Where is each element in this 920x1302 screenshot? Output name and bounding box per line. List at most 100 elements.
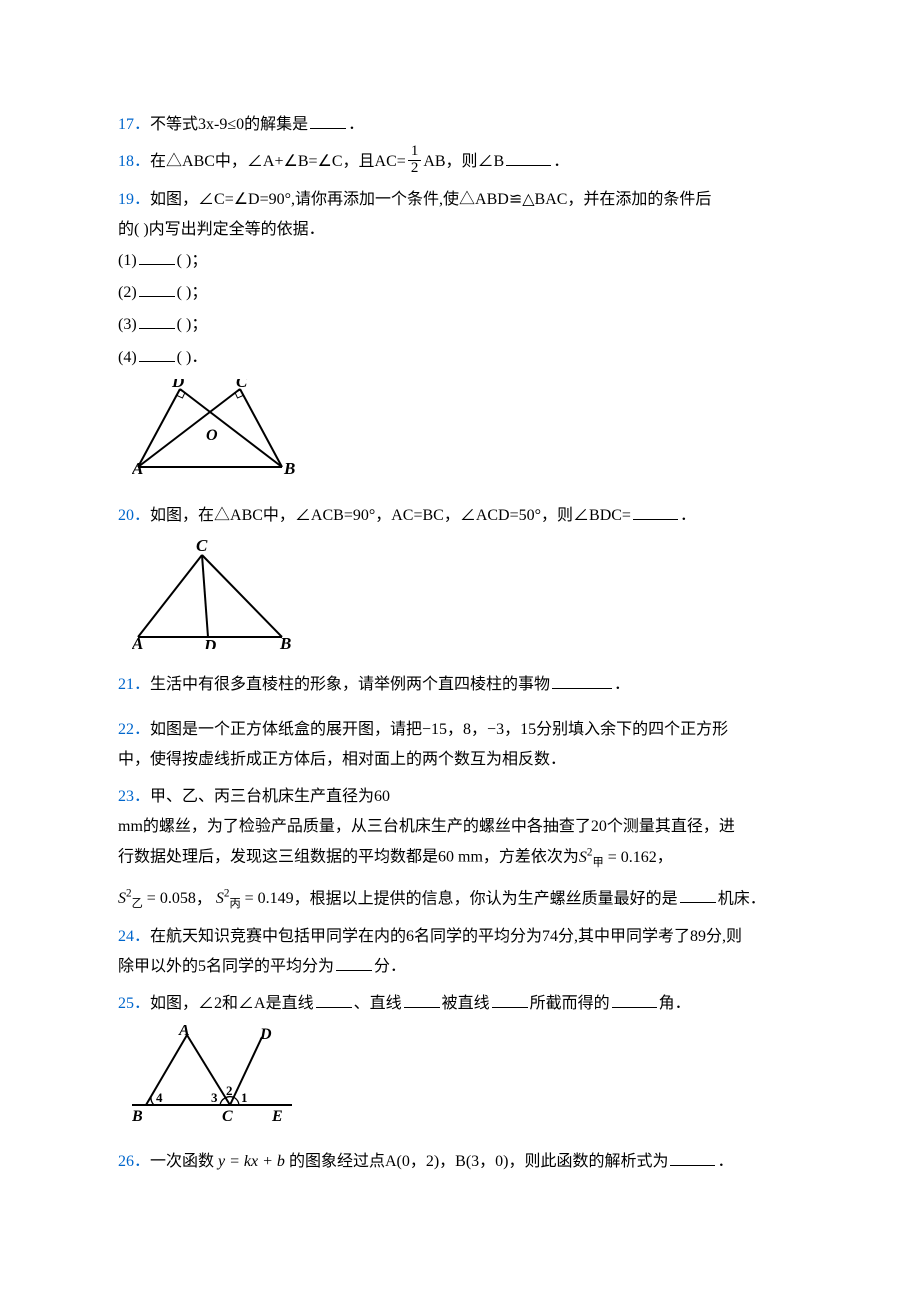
problem-text: 如图，∠2和∠A是直线 [150,995,314,1012]
formula-s: S [118,890,126,907]
subitem-label: (2) [118,284,137,301]
fill-blank[interactable] [310,113,346,129]
fill-blank[interactable] [404,992,440,1008]
label-C: C [196,537,208,555]
problem-number: 23． [118,788,150,805]
fill-blank[interactable] [633,504,678,520]
label-2: 2 [226,1083,233,1098]
fraction-numerator: 1 [408,144,422,161]
text-part: 、直线 [354,995,402,1012]
problem-number: 19． [118,191,150,208]
problem-number: 18． [118,153,150,170]
problem-text-line2: mm的螺丝，为了检验产品质量，从三台机床生产的螺丝中各抽查了20个测量其直径，进 [118,812,810,842]
fraction: 12 [408,144,422,177]
fill-blank[interactable] [139,249,175,265]
label-O: O [206,427,218,444]
fill-blank[interactable] [612,992,657,1008]
formula-s: S [216,890,224,907]
text-part: 被直线 [442,995,490,1012]
problem-text-line3: 行数据处理后，发现这三组数据的平均数都是60 mm，方差依次为S2甲 = 0.1… [118,842,810,874]
subitem-3: (3) ( )； [118,310,810,340]
subitem-label: (4) [118,349,137,366]
problem-number: 22． [118,721,150,738]
label-B: B [283,459,295,478]
problem-19: 19．如图，∠C=∠D=90°,请你再添加一个条件,使△ABD≌△BAC，并在添… [118,185,810,491]
label-C: C [222,1108,233,1125]
problem-text: 生活中有很多直棱柱的形象，请举例两个直四棱柱的事物 [150,676,550,693]
problem-22: 22．如图是一个正方体纸盒的展开图，请把−15，8，−3，15分别填入余下的四个… [118,715,810,776]
formula-value: = 0.058 [143,890,196,907]
figure-25: A D B C E 4 3 2 1 [132,1025,810,1136]
subitem-label: (1) [118,252,137,269]
problem-text-line2: 中，使得按虚线折成正方体后，相对面上的两个数互为相反数． [118,745,810,775]
problem-text: AB，则∠B [423,153,504,170]
fraction-denominator: 2 [408,161,422,177]
triangle-figure-icon: A B C D [132,537,302,649]
figure-19: A B D C O [132,379,810,490]
subitem-suffix: ( )； [177,252,208,269]
fill-blank[interactable] [506,150,551,166]
problem-suffix: ． [614,676,630,693]
problem-17: 17．不等式3x-9≤0的解集是． [118,110,810,140]
label-B: B [279,634,291,649]
problem-number: 20． [118,507,150,524]
variance-bing: S2丙 = 0.149 [216,890,294,907]
figure-20: A B C D [132,537,810,660]
subitem-2: (2) ( )； [118,278,810,308]
formula-s: S [579,849,587,866]
formula-value: = 0.162 [604,849,657,866]
problem-text-line2: 除甲以外的5名同学的平均分为 分． [118,952,810,982]
problem-text-line4: S2乙 = 0.058， S2丙 = 0.149，根据以上提供的信息，你认为生产… [118,884,810,916]
formula-value: = 0.149 [241,890,294,907]
fill-blank[interactable] [316,992,352,1008]
subitem-label: (3) [118,316,137,333]
label-E: E [271,1108,283,1125]
fill-blank[interactable] [670,1150,715,1166]
problem-text: 甲、乙、丙三台机床生产直径为60 [150,788,390,805]
text-part: 除甲以外的5名同学的平均分为 [118,958,334,975]
problem-text: 一次函数 [150,1153,214,1170]
problem-suffix: ． [717,1153,733,1170]
fill-blank[interactable] [680,887,716,903]
label-C: C [236,379,248,391]
problem-text: 如图，∠C=∠D=90°,请你再添加一个条件,使△ABD≌△BAC，并在添加的条… [150,191,711,208]
subitem-4: (4)( )． [118,343,810,373]
problem-text-line2: 的( )内写出判定全等的依据． [118,215,810,245]
problem-24: 24．在航天知识竞赛中包括甲同学在内的6名同学的平均分为74分,其中甲同学考了8… [118,922,810,983]
problem-number: 25． [118,995,150,1012]
label-4: 4 [156,1090,163,1105]
problem-suffix: ． [348,116,364,133]
subitem-suffix: ( )； [177,284,208,301]
problem-18: 18．在△ABC中，∠A+∠B=∠C，且AC=12AB，则∠B． [118,146,810,179]
label-A: A [132,634,143,649]
problem-number: 21． [118,676,150,693]
fill-blank[interactable] [139,313,175,329]
problem-suffix: 分． [374,958,406,975]
fill-blank[interactable] [336,955,372,971]
label-3: 3 [211,1090,218,1105]
problem-text: 如图是一个正方体纸盒的展开图，请把−15，8，−3，15分别填入余下的四个正方形 [150,721,728,738]
label-D: D [259,1026,272,1043]
fill-blank[interactable] [552,673,612,689]
subitem-1: (1) ( )； [118,246,810,276]
problem-21: 21．生活中有很多直棱柱的形象，请举例两个直四棱柱的事物 ． [118,670,810,700]
fill-blank[interactable] [492,992,528,1008]
problem-number: 24． [118,928,150,945]
label-D: D [171,379,184,391]
variance-jia: S2甲 = 0.162 [579,849,657,866]
formula-linear: y = kx + b [218,1153,285,1170]
fill-blank[interactable] [139,346,175,362]
label-A: A [132,459,143,478]
problem-23: 23．甲、乙、丙三台机床生产直径为60 mm的螺丝，为了检验产品质量，从三台机床… [118,782,810,916]
comma: ， [657,849,673,866]
label-A: A [178,1025,190,1039]
problem-suffix: 机床． [718,890,766,907]
text-part: 行数据处理后，发现这三组数据的平均数都是60 mm，方差依次为 [118,849,579,866]
fill-blank[interactable] [139,281,175,297]
problem-text: 在△ABC中，∠A+∠B=∠C，且AC= [150,153,406,170]
subitem-suffix: ( )； [177,316,208,333]
triangle-figure-icon: A B D C O [132,379,302,479]
problem-number: 17． [118,116,150,133]
problem-suffix: 角． [659,995,691,1012]
problem-26: 26．一次函数 y = kx + b 的图象经过点A(0，2)，B(3，0)，则… [118,1147,810,1177]
